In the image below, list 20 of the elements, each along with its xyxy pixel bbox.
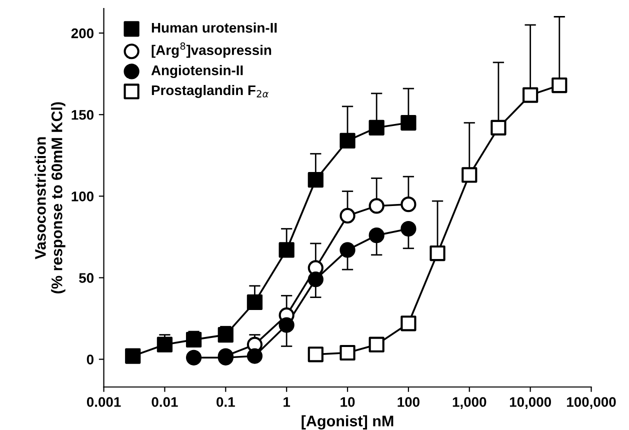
legend-label: Human urotensin-II: [152, 22, 277, 33]
x-tick-label: 0.01: [152, 397, 178, 407]
x-tick-label: 100,000: [567, 397, 616, 409]
y-tick-label: 50: [79, 273, 94, 283]
x-tick-label: 0.1: [216, 397, 235, 407]
x-tick-label: 0.001: [86, 397, 121, 407]
x-tick-label: 10: [340, 397, 355, 407]
legend-label: [Arg$^{8}$]vasopressin: [152, 42, 272, 58]
x-tick-label: 10,000: [510, 397, 551, 409]
x-tick-label: 1,000: [452, 397, 486, 409]
y-tick-label: 200: [71, 28, 94, 38]
y-tick-label: 0: [86, 354, 94, 364]
y-tick-label: 100: [72, 192, 94, 202]
x-tick-label: 100: [398, 397, 420, 407]
y-axis-title: Vasoconstriction (% response to 60mM KCl): [34, 102, 66, 294]
legend-label: Angiotensin-II: [151, 65, 243, 78]
y-tick-label: 150: [72, 110, 94, 120]
x-axis-title: [Agonist] nM: [302, 415, 394, 430]
x-tick-label: 1: [284, 397, 290, 407]
legend-label: Prostaglandin F$_{2α}$: [152, 84, 269, 98]
